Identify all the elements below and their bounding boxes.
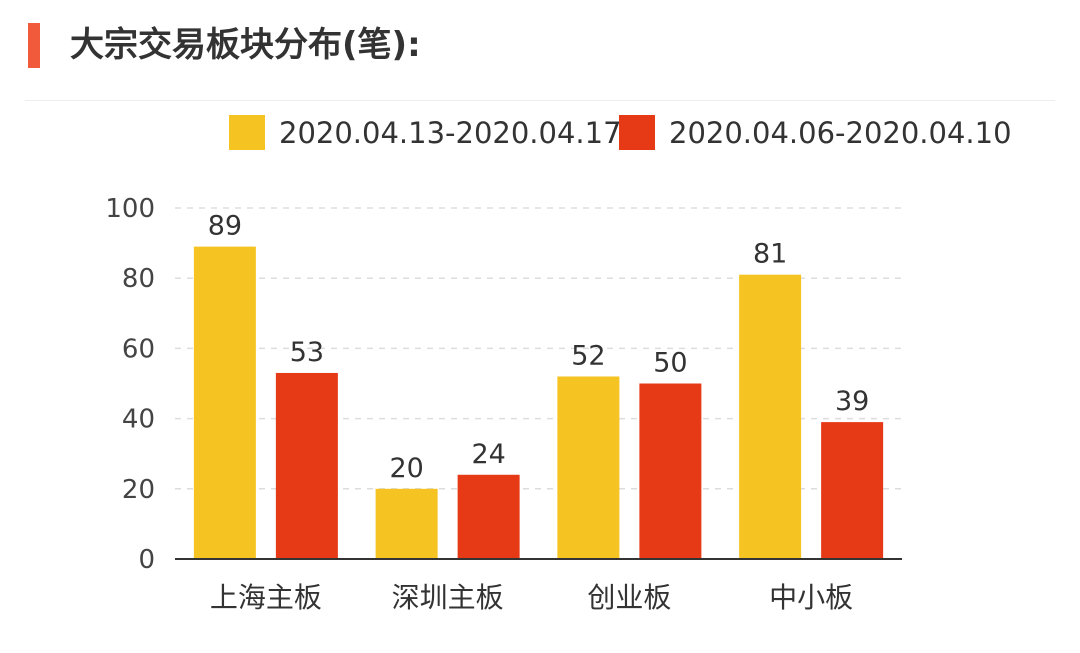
y-tick-label: 80: [122, 264, 155, 294]
title-accent-bar: [28, 23, 40, 68]
y-tick-label: 100: [105, 194, 155, 224]
bar: [739, 274, 802, 559]
y-tick-label: 20: [122, 475, 155, 505]
x-tick-label: 中小板: [769, 581, 853, 614]
x-tick-label: 创业板: [587, 581, 671, 614]
y-tick-label: 40: [122, 405, 155, 435]
legend-label: 2020.04.13-2020.04.17: [279, 116, 622, 150]
data-label: 52: [571, 340, 605, 371]
data-label: 89: [208, 211, 242, 242]
data-label: 81: [753, 239, 787, 270]
bar: [375, 488, 438, 559]
bar: [821, 422, 884, 559]
data-label: 20: [389, 453, 423, 484]
bar: [457, 474, 520, 559]
divider: [25, 100, 1055, 101]
x-tick-label: 深圳主板: [392, 581, 504, 614]
data-label: 24: [471, 439, 505, 470]
data-label: 53: [290, 337, 324, 368]
data-label: 39: [835, 386, 869, 417]
legend-swatch: [619, 115, 655, 150]
data-label: 50: [653, 348, 687, 379]
y-tick-label: 60: [122, 334, 155, 364]
bar: [639, 383, 702, 559]
y-tick-label: 0: [138, 545, 155, 575]
bar: [557, 376, 620, 559]
x-tick-label: 上海主板: [210, 581, 322, 614]
bar: [275, 372, 338, 559]
page-title: 大宗交易板块分布(笔):: [70, 25, 421, 65]
legend-swatch: [229, 115, 265, 150]
bar: [193, 246, 256, 560]
legend-label: 2020.04.06-2020.04.10: [669, 116, 1012, 150]
